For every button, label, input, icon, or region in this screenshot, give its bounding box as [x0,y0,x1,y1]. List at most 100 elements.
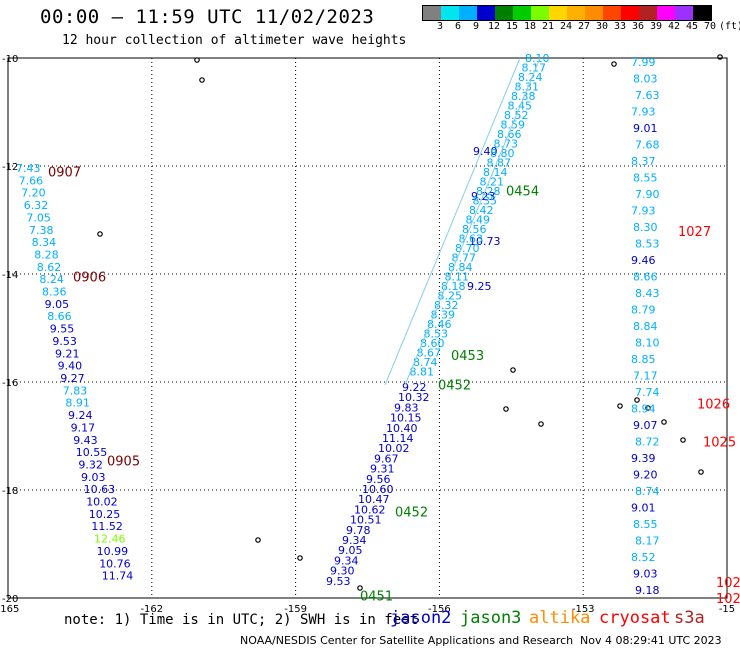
track-value-west: 8.62 [37,261,62,274]
lon-tick-label: -156 [428,604,451,615]
footer-credit: NOAA/NESDIS Center for Satellite Applica… [240,634,574,647]
track-value-central: 10.32 [398,391,430,404]
color-swatch [549,6,567,20]
track-value-west: 9.05 [45,298,70,311]
track-value-central: 10.02 [378,442,410,455]
track-value-central: 9.83 [394,401,419,414]
track-value-west: 7.43 [16,162,41,175]
track-value-west: 6.32 [24,199,49,212]
track-value-east: 9.20 [633,469,658,482]
track-value-west: 9.24 [68,409,93,422]
lon-tick-label: -165 [0,604,19,615]
track-value-west: 7.20 [21,187,46,200]
island-outline [611,61,617,67]
track-value-central: 10.60 [362,483,394,496]
track-value-west: 9.53 [52,335,77,348]
track-value-central: 10.62 [354,503,386,516]
color-scale-label: 21 [541,21,555,32]
track-value-east: 8.55 [633,172,658,185]
color-swatch [531,6,549,20]
track-value-northern: 8.73 [494,138,519,151]
time-label: 0452 [395,506,428,521]
color-scale-bar [422,5,712,21]
color-scale-label: 36 [631,21,645,32]
color-swatch [603,6,621,20]
legend-s3a: s3a [674,608,705,628]
time-label: 1026 [697,398,730,413]
island-outline [255,537,261,543]
island-outline [194,57,200,63]
track-value-west: 7.38 [29,224,54,237]
track-value-east: 8.53 [635,238,660,251]
chart-title: 00:00 – 11:59 UTC 11/02/2023 [40,6,375,28]
track-value-northern: 8.81 [410,366,435,379]
time-label: 0454 [506,184,539,199]
track-value-northern: 8.63 [459,233,484,246]
track-value-east: 7.17 [633,370,658,383]
color-swatch [567,6,585,20]
track-value-northern: 8.39 [431,309,456,322]
color-swatch [513,6,531,20]
color-scale-label: 24 [559,21,573,32]
track-value-east: 8.17 [635,535,660,548]
track-value-west: 9.43 [73,434,98,447]
lat-tick-label: -14 [2,270,18,281]
track-value-west: 10.99 [97,545,129,558]
color-scale-label: 3 [436,21,444,32]
island-outline [634,397,640,403]
track-value-northern: 8.66 [497,128,522,141]
track-value-central: 9.67 [374,452,399,465]
color-swatch [693,6,711,20]
track-value-east: 8.66 [633,271,658,284]
track-value-central: 9.05 [338,544,363,557]
track-value-east: 7.74 [635,386,660,399]
track-value-northern: 8.46 [427,318,452,331]
track-value-northern: 8.42 [469,204,494,217]
color-scale-label: 12 [487,21,501,32]
lat-tick-label: -16 [2,378,18,389]
time-label: 0906 [73,271,106,286]
track-value-east: 7.63 [635,89,660,102]
track-value-east: 8.52 [631,551,656,564]
track-value-west: 10.25 [89,508,121,521]
island-outline [698,469,704,475]
track-value-northern: 8.38 [511,90,536,103]
track-value-west: 9.17 [71,421,96,434]
track-value-west: 10.02 [86,496,118,509]
color-swatch [675,6,693,20]
time-label: 0451 [360,589,393,604]
track-value-central: 10.15 [390,412,422,425]
color-scale-label: 18 [523,21,537,32]
track-value-east: 9.18 [635,584,660,597]
track-value-west: 8.91 [65,397,90,410]
track-value-central: 9.31 [370,463,395,476]
track-value-northern: 8.60 [420,337,445,350]
track-value-northern: 8.32 [434,299,459,312]
legend-jason3: jason3 [460,608,522,628]
track-value-northern: 8.74 [413,356,438,369]
island-outline [97,231,103,237]
track-value-central: 9.34 [342,534,367,547]
track-value-west: 11.52 [91,520,123,533]
track-value-east: 7.93 [631,205,656,218]
time-label: 0905 [107,454,140,469]
track-value-west: 10.76 [99,557,131,570]
lat-tick-label: -10 [2,54,18,65]
island-outline [510,367,516,373]
footer-timestamp: Nov 4 08:29:41 UTC 2023 [580,634,722,647]
color-scale-label: 27 [577,21,591,32]
track-value-northern: 8.24 [518,71,543,84]
color-scale-label: 42 [667,21,681,32]
track-value-northern: 8.70 [455,242,480,255]
track-value-east: 7.68 [635,139,660,152]
island-outline [297,555,303,561]
track-value-west: 9.32 [78,458,103,471]
track-value-east: 8.10 [635,337,660,350]
island-outline [717,54,723,60]
track-value-northern: 8.67 [417,347,442,360]
legend-altika: altika [529,608,591,628]
swath-edge [384,57,521,386]
color-swatch [495,6,513,20]
track-value-east: 7.90 [635,188,660,201]
